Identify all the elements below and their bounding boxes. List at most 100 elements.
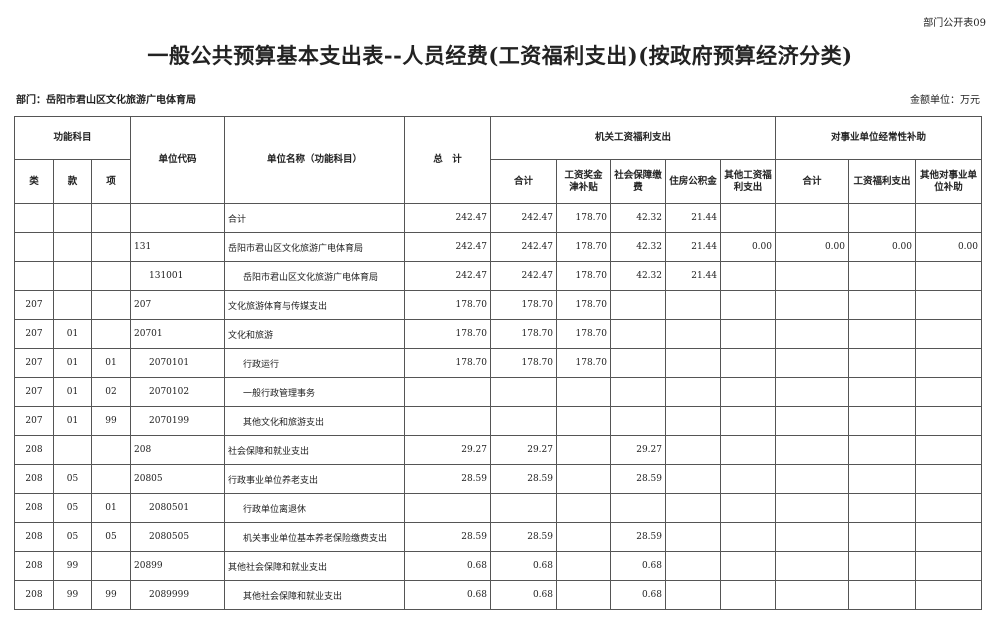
table-row: 207 01 02 2070102 一般行政管理事务 bbox=[14, 377, 982, 407]
cell-kuan: 05 bbox=[53, 493, 92, 523]
cell-amount: 178.70 bbox=[556, 261, 611, 291]
cell-kuan bbox=[53, 435, 92, 465]
cell-amount bbox=[915, 551, 982, 581]
cell-xiang: 99 bbox=[91, 580, 131, 610]
cell-amount bbox=[848, 348, 916, 378]
cell-amount: 0.00 bbox=[915, 232, 982, 262]
budget-table: 功能科目 单位代码 单位名称（功能科目） 总 计 机关工资福利支出 对事业单位经… bbox=[14, 116, 982, 610]
cell-amount bbox=[610, 377, 666, 407]
cell-amount: 0.00 bbox=[848, 232, 916, 262]
cell-amount bbox=[720, 551, 776, 581]
cell-lei: 207 bbox=[14, 406, 54, 436]
cell-amount bbox=[556, 580, 611, 610]
cell-amount bbox=[610, 348, 666, 378]
table-row: 208 05 20805 行政事业单位养老支出 28.59 28.59 28.59 bbox=[14, 464, 982, 494]
cell-amount bbox=[720, 406, 776, 436]
cell-amount bbox=[720, 261, 776, 291]
cell-amount: 242.47 bbox=[490, 203, 557, 233]
cell-xiang: 01 bbox=[91, 348, 131, 378]
cell-lei: 207 bbox=[14, 290, 54, 320]
cell-kuan bbox=[53, 232, 92, 262]
cell-xiang bbox=[91, 290, 131, 320]
cell-amount bbox=[848, 290, 916, 320]
cell-kuan: 05 bbox=[53, 522, 92, 552]
cell-xiang bbox=[91, 232, 131, 262]
cell-code: 2070199 bbox=[130, 406, 225, 436]
header-jg-col: 其他工资福利支出 bbox=[720, 159, 776, 204]
cell-name: 行政运行 bbox=[224, 348, 405, 378]
cell-amount bbox=[556, 435, 611, 465]
header-sy-col: 其他对事业单位补助 bbox=[915, 159, 982, 204]
cell-amount bbox=[665, 580, 721, 610]
cell-amount: 178.70 bbox=[490, 348, 557, 378]
cell-code: 20805 bbox=[130, 464, 225, 494]
cell-amount: 242.47 bbox=[404, 232, 491, 262]
cell-xiang bbox=[91, 261, 131, 291]
cell-amount bbox=[720, 203, 776, 233]
cell-amount: 242.47 bbox=[404, 261, 491, 291]
cell-amount bbox=[610, 493, 666, 523]
cell-amount: 178.70 bbox=[490, 319, 557, 349]
table-row: 208 05 01 2080501 行政单位离退休 bbox=[14, 493, 982, 523]
header-code: 单位代码 bbox=[130, 116, 225, 204]
cell-amount bbox=[610, 406, 666, 436]
cell-amount bbox=[775, 493, 849, 523]
cell-amount bbox=[848, 406, 916, 436]
cell-amount bbox=[665, 348, 721, 378]
cell-code: 2080501 bbox=[130, 493, 225, 523]
cell-amount bbox=[665, 377, 721, 407]
cell-amount bbox=[848, 377, 916, 407]
cell-code: 2089999 bbox=[130, 580, 225, 610]
cell-amount bbox=[720, 435, 776, 465]
cell-amount: 178.70 bbox=[490, 290, 557, 320]
cell-amount bbox=[720, 290, 776, 320]
cell-kuan: 01 bbox=[53, 319, 92, 349]
cell-name: 其他社会保障和就业支出 bbox=[224, 551, 405, 581]
table-row: 208 99 99 2089999 其他社会保障和就业支出 0.68 0.68 0.68 bbox=[14, 580, 982, 610]
cell-lei: 207 bbox=[14, 348, 54, 378]
cell-amount bbox=[915, 580, 982, 610]
table-row: 208 05 05 2080505 机关事业单位基本养老保险缴费支出 28.59 28.59… bbox=[14, 522, 982, 552]
cell-amount bbox=[556, 493, 611, 523]
cell-code: 2070102 bbox=[130, 377, 225, 407]
header-kuan: 款 bbox=[53, 159, 92, 204]
cell-amount: 242.47 bbox=[490, 261, 557, 291]
cell-amount: 42.32 bbox=[610, 261, 666, 291]
cell-amount bbox=[915, 406, 982, 436]
cell-lei: 207 bbox=[14, 377, 54, 407]
cell-amount: 28.59 bbox=[490, 464, 557, 494]
cell-amount: 0.00 bbox=[720, 232, 776, 262]
cell-amount: 178.70 bbox=[556, 290, 611, 320]
cell-amount: 21.44 bbox=[665, 232, 721, 262]
cell-kuan: 99 bbox=[53, 551, 92, 581]
cell-amount: 178.70 bbox=[404, 319, 491, 349]
cell-amount: 178.70 bbox=[556, 319, 611, 349]
unit-label: 金额单位：万元 bbox=[910, 95, 980, 106]
cell-kuan bbox=[53, 203, 92, 233]
cell-amount bbox=[848, 261, 916, 291]
cell-amount bbox=[665, 551, 721, 581]
header-jg-col: 合计 bbox=[490, 159, 557, 204]
cell-amount bbox=[665, 493, 721, 523]
cell-lei: 208 bbox=[14, 493, 54, 523]
cell-amount: 0.68 bbox=[404, 551, 491, 581]
cell-code: 207 bbox=[130, 290, 225, 320]
cell-amount bbox=[610, 319, 666, 349]
table-row: 合计 242.47 242.47 178.70 42.32 21.44 bbox=[14, 203, 982, 233]
cell-kuan: 01 bbox=[53, 377, 92, 407]
cell-amount: 29.27 bbox=[490, 435, 557, 465]
cell-amount: 178.70 bbox=[404, 290, 491, 320]
cell-amount bbox=[775, 348, 849, 378]
table-number: 部门公开表09 bbox=[923, 18, 986, 29]
cell-name: 文化旅游体育与传媒支出 bbox=[224, 290, 405, 320]
table-row: 208 208 社会保障和就业支出 29.27 29.27 29.27 bbox=[14, 435, 982, 465]
cell-xiang: 99 bbox=[91, 406, 131, 436]
cell-amount: 178.70 bbox=[556, 348, 611, 378]
cell-xiang bbox=[91, 464, 131, 494]
cell-amount bbox=[720, 580, 776, 610]
cell-amount bbox=[775, 464, 849, 494]
cell-name: 机关事业单位基本养老保险缴费支出 bbox=[224, 522, 405, 552]
cell-amount bbox=[556, 377, 611, 407]
cell-lei: 208 bbox=[14, 522, 54, 552]
cell-lei: 208 bbox=[14, 464, 54, 494]
